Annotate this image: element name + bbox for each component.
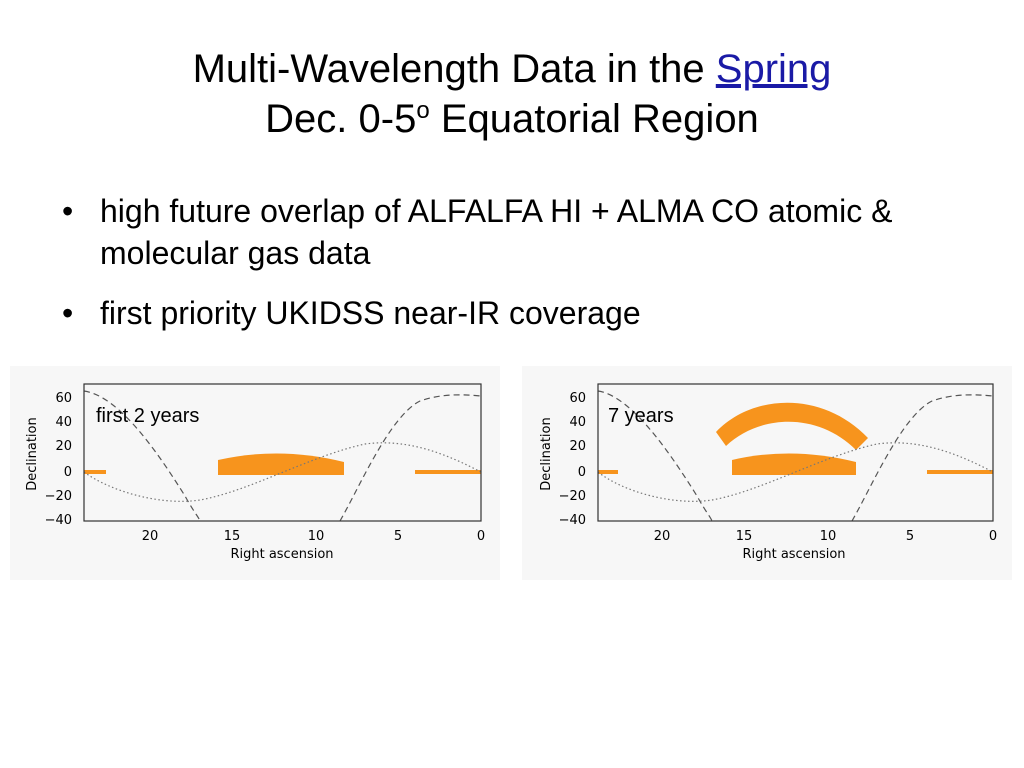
panel-label: 7 years <box>608 405 674 427</box>
coverage-strip-left <box>598 470 618 474</box>
plot-frame <box>597 383 994 522</box>
plot-frame <box>83 383 482 522</box>
bullet-text: first priority UKIDSS near-IR coverage <box>100 295 641 331</box>
coverage-strip-right <box>927 470 993 474</box>
x-axis-ticks: 20 15 10 5 0 <box>142 529 485 544</box>
x-tick-label: 15 <box>736 529 753 544</box>
x-tick-label: 10 <box>820 529 837 544</box>
y-tick-label: 20 <box>55 439 72 454</box>
y-tick-label: 60 <box>55 391 72 406</box>
title-line1: Multi-Wavelength Data in the Spring <box>192 47 832 91</box>
coverage-plot-7-years: 60 40 20 0 −20 −40 20 15 10 5 0 Right as… <box>522 366 1012 580</box>
coverage-region-main <box>732 453 856 475</box>
y-tick-label: 20 <box>569 439 586 454</box>
y-axis-ticks: 60 40 20 0 −20 −40 <box>45 391 72 528</box>
x-tick-label: 5 <box>394 529 402 544</box>
bullet-item-gas-overlap: • high future overlap of ALFALFA HI + AL… <box>62 190 962 274</box>
x-tick-label: 5 <box>906 529 914 544</box>
y-tick-label: 40 <box>55 415 72 430</box>
x-tick-label: 0 <box>989 529 997 544</box>
dashed-curve-right <box>851 394 994 522</box>
x-tick-label: 0 <box>477 529 485 544</box>
coverage-plot-svg: 60 40 20 0 −20 −40 20 15 10 5 0 Right as… <box>539 383 997 562</box>
coverage-shapes <box>598 402 993 475</box>
bullet-list: • high future overlap of ALFALFA HI + AL… <box>62 190 962 352</box>
x-tick-label: 15 <box>224 529 241 544</box>
x-tick-label: 20 <box>142 529 159 544</box>
y-axis-ticks: 60 40 20 0 −20 −40 <box>559 391 586 528</box>
title-line2: Dec. 0-5o Equatorial Region <box>265 97 759 141</box>
y-tick-label: −40 <box>559 513 586 528</box>
x-axis-label: Right ascension <box>742 547 845 562</box>
x-axis-ticks: 20 15 10 5 0 <box>654 529 997 544</box>
y-tick-label: 0 <box>578 465 586 480</box>
y-axis-label: Declination <box>539 417 554 491</box>
coverage-strip-right <box>415 470 481 474</box>
spring-link[interactable]: Spring <box>715 47 832 91</box>
degree-symbol: o <box>416 97 430 124</box>
y-tick-label: 60 <box>569 391 586 406</box>
dotted-curve <box>83 442 482 502</box>
slide-title: Multi-Wavelength Data in the Spring Dec.… <box>0 44 1024 144</box>
coverage-plot-svg: 60 40 20 0 −20 −40 20 15 10 5 0 Right as… <box>25 383 485 562</box>
y-tick-label: 0 <box>64 465 72 480</box>
dotted-curve <box>597 442 994 502</box>
panel-label: first 2 years <box>96 405 200 427</box>
x-axis-label: Right ascension <box>230 547 333 562</box>
coverage-region-main <box>218 453 344 475</box>
x-tick-label: 10 <box>308 529 325 544</box>
dashed-curve-left <box>597 390 713 522</box>
y-axis-label: Declination <box>25 417 40 491</box>
coverage-plot-first-2-years: 60 40 20 0 −20 −40 20 15 10 5 0 Right as… <box>10 366 500 580</box>
bullet-dot: • <box>62 295 74 331</box>
coverage-region-arc <box>716 402 868 450</box>
x-tick-label: 20 <box>654 529 671 544</box>
dashed-curve-left <box>83 390 201 522</box>
coverage-shapes <box>84 453 481 475</box>
bullet-dot: • <box>62 193 74 229</box>
y-tick-label: −40 <box>45 513 72 528</box>
y-tick-label: −20 <box>45 489 72 504</box>
bullet-text: high future overlap of ALFALFA HI + ALMA… <box>100 193 893 271</box>
bullet-item-ukidss: • first priority UKIDSS near-IR coverage <box>62 292 962 334</box>
y-tick-label: 40 <box>569 415 586 430</box>
dashed-curve-right <box>339 394 482 522</box>
y-tick-label: −20 <box>559 489 586 504</box>
coverage-strip-left <box>84 470 106 474</box>
